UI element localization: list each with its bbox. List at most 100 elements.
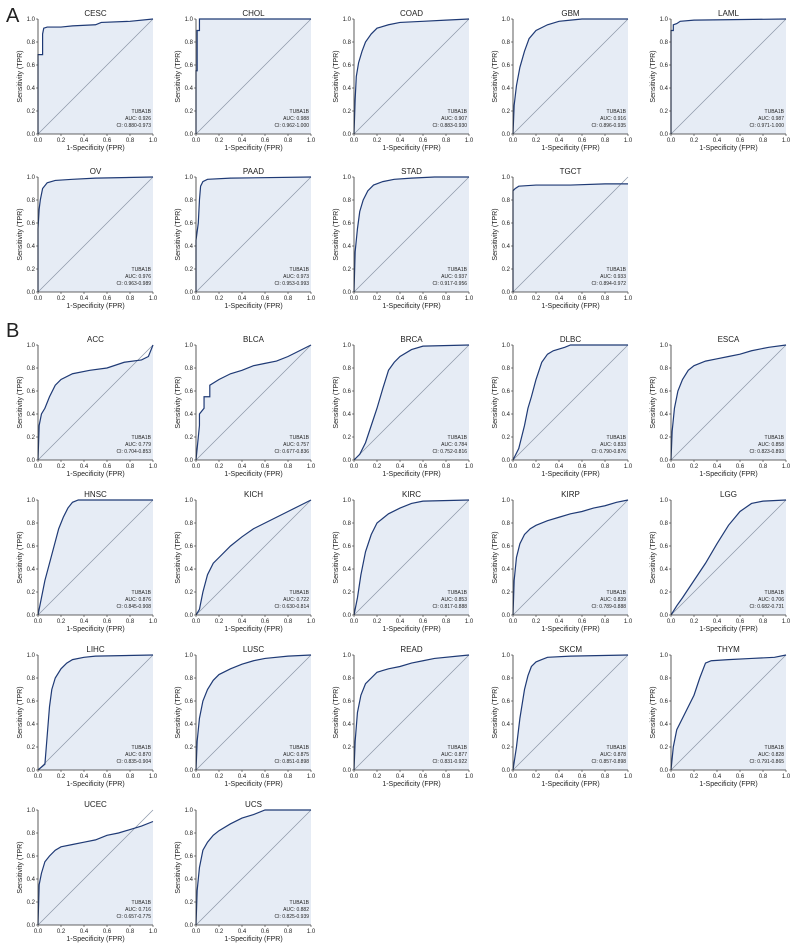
- x-tick-label: 0.2: [215, 296, 224, 302]
- x-tick-label: 0.6: [103, 464, 112, 470]
- x-axis-label: 1-Specificity (FPR): [541, 145, 599, 152]
- reference-diagonal: [670, 499, 787, 616]
- y-axis-label: Sensitivity (TPR): [175, 686, 182, 738]
- y-tick-label: 0.0: [343, 458, 352, 464]
- x-axis-label: 1-Specificity (FPR): [382, 471, 440, 478]
- y-tick-label: 0.2: [502, 435, 511, 441]
- roc-chart-coad: 0.00.0 0.2 0.2 0.4 0.4 0.6 0.6 0.8 0.8 1.0 1.0 COAD…: [333, 9, 474, 152]
- x-tick-label: 0.8: [601, 619, 610, 625]
- x-axis-label: 1-Specificity (FPR): [224, 471, 282, 478]
- y-tick-label: 0.8: [185, 198, 194, 204]
- annotation-ci: CI: 0.823-0.893: [750, 449, 785, 455]
- y-tick-label: 1.0: [27, 808, 36, 814]
- x-tick-label: 0.8: [759, 774, 768, 780]
- annotation-ci: CI: 0.825-0.939: [275, 914, 310, 920]
- x-axis-label: 1-Specificity (FPR): [541, 626, 599, 633]
- y-tick-label: 0.8: [502, 676, 511, 682]
- x-tick-label: 0.6: [261, 138, 270, 144]
- y-tick-label: 0.2: [502, 267, 511, 273]
- y-tick-label: 1.0: [660, 343, 669, 349]
- y-tick-label: 0.6: [660, 544, 669, 550]
- chart-title: LAML: [718, 9, 739, 18]
- y-tick-label: 0.6: [185, 854, 194, 860]
- y-axis-label: Sensitivity (TPR): [17, 841, 24, 893]
- x-tick-label: 0.2: [57, 929, 66, 935]
- y-tick-label: 1.0: [27, 17, 36, 23]
- x-tick-label: 0.6: [103, 774, 112, 780]
- annotation-auc: AUC: 0.784: [441, 442, 467, 448]
- x-tick-label: 0.4: [80, 774, 89, 780]
- roc-chart-brca: 0.00.0 0.2 0.2 0.4 0.4 0.6 0.6 0.8 0.8 1.0 1.0 BRCA…: [333, 335, 474, 478]
- x-tick-label: 0.2: [373, 138, 382, 144]
- y-tick-label: 1.0: [343, 175, 352, 181]
- x-tick-label: 0.2: [215, 619, 224, 625]
- y-tick-label: 1.0: [343, 17, 352, 23]
- roc-chart-skcm: 0.00.0 0.2 0.2 0.4 0.4 0.6 0.6 0.8 0.8 1.0 1.0 SKCM…: [492, 645, 633, 788]
- chart-title: KIRC: [402, 490, 421, 499]
- y-tick-label: 0.2: [502, 109, 511, 115]
- x-tick-label: 1.0: [149, 929, 158, 935]
- roc-curve: [37, 820, 154, 926]
- chart-title: SKCM: [559, 645, 582, 654]
- y-tick-label: 0.8: [502, 40, 511, 46]
- chart-title: HNSC: [84, 490, 107, 499]
- y-axis-label: Sensitivity (TPR): [17, 531, 24, 583]
- reference-diagonal: [353, 499, 470, 616]
- annotation-auc: AUC: 0.987: [758, 116, 784, 122]
- annotation-gene: TUBA1B: [607, 745, 627, 751]
- y-tick-label: 0.6: [27, 544, 36, 550]
- roc-curve: [195, 654, 312, 771]
- x-tick-label: 0.0: [350, 296, 359, 302]
- y-tick-label: 0.4: [343, 722, 352, 728]
- y-tick-label: 0.8: [660, 366, 669, 372]
- annotation-auc: AUC: 0.853: [441, 597, 467, 603]
- y-tick-label: 0.0: [27, 768, 36, 774]
- x-tick-label: 0.8: [442, 619, 451, 625]
- y-axis-label: Sensitivity (TPR): [17, 208, 24, 260]
- y-tick-label: 0.4: [502, 86, 511, 92]
- y-tick-label: 0.0: [27, 458, 36, 464]
- y-tick-label: 0.8: [502, 198, 511, 204]
- y-axis-label: Sensitivity (TPR): [492, 208, 499, 260]
- annotation-ci: CI: 0.677-0.836: [275, 449, 310, 455]
- chart-title: UCS: [245, 800, 262, 809]
- reference-diagonal: [37, 809, 154, 926]
- x-tick-label: 0.8: [284, 464, 293, 470]
- x-tick-label: 0.6: [261, 296, 270, 302]
- reference-diagonal: [353, 654, 470, 771]
- chart-title: BLCA: [243, 335, 265, 344]
- y-axis-label: Sensitivity (TPR): [175, 208, 182, 260]
- y-tick-label: 0.0: [660, 458, 669, 464]
- y-tick-label: 0.4: [27, 722, 36, 728]
- x-tick-label: 0.4: [713, 464, 722, 470]
- roc-chart-kich: 0.00.0 0.2 0.2 0.4 0.4 0.6 0.6 0.8 0.8 1.0 1.0 KICH…: [175, 490, 316, 633]
- x-tick-label: 1.0: [307, 619, 316, 625]
- y-tick-label: 0.4: [27, 86, 36, 92]
- y-tick-label: 0.6: [502, 544, 511, 550]
- chart-title: CESC: [84, 9, 106, 18]
- y-tick-label: 0.4: [27, 567, 36, 573]
- y-tick-label: 1.0: [185, 17, 194, 23]
- x-tick-label: 0.2: [690, 138, 699, 144]
- annotation-auc: AUC: 0.976: [125, 274, 151, 280]
- roc-curve: [353, 654, 470, 771]
- roc-chart-dlbc: 0.00.0 0.2 0.2 0.4 0.4 0.6 0.6 0.8 0.8 1.0 1.0 DLBC…: [492, 335, 633, 478]
- annotation-ci: CI: 0.851-0.898: [275, 759, 310, 765]
- y-tick-label: 0.0: [185, 132, 194, 138]
- chart-title: OV: [90, 167, 102, 176]
- annotation-auc: AUC: 0.988: [283, 116, 309, 122]
- roc-curve: [512, 344, 628, 461]
- x-tick-label: 0.4: [238, 464, 247, 470]
- annotation-ci: CI: 0.789-0.888: [592, 604, 627, 610]
- y-tick-label: 0.8: [27, 521, 36, 527]
- reference-diagonal: [512, 654, 629, 771]
- annotation-ci: CI: 0.917-0.956: [433, 281, 468, 287]
- annotation-auc: AUC: 0.926: [125, 116, 151, 122]
- x-tick-label: 0.4: [80, 296, 89, 302]
- y-tick-label: 0.4: [502, 244, 511, 250]
- chart-title: THYM: [717, 645, 740, 654]
- annotation-gene: TUBA1B: [448, 590, 468, 596]
- annotation-auc: AUC: 0.907: [441, 116, 467, 122]
- y-tick-label: 0.0: [660, 768, 669, 774]
- annotation-ci: CI: 0.857-0.898: [592, 759, 627, 765]
